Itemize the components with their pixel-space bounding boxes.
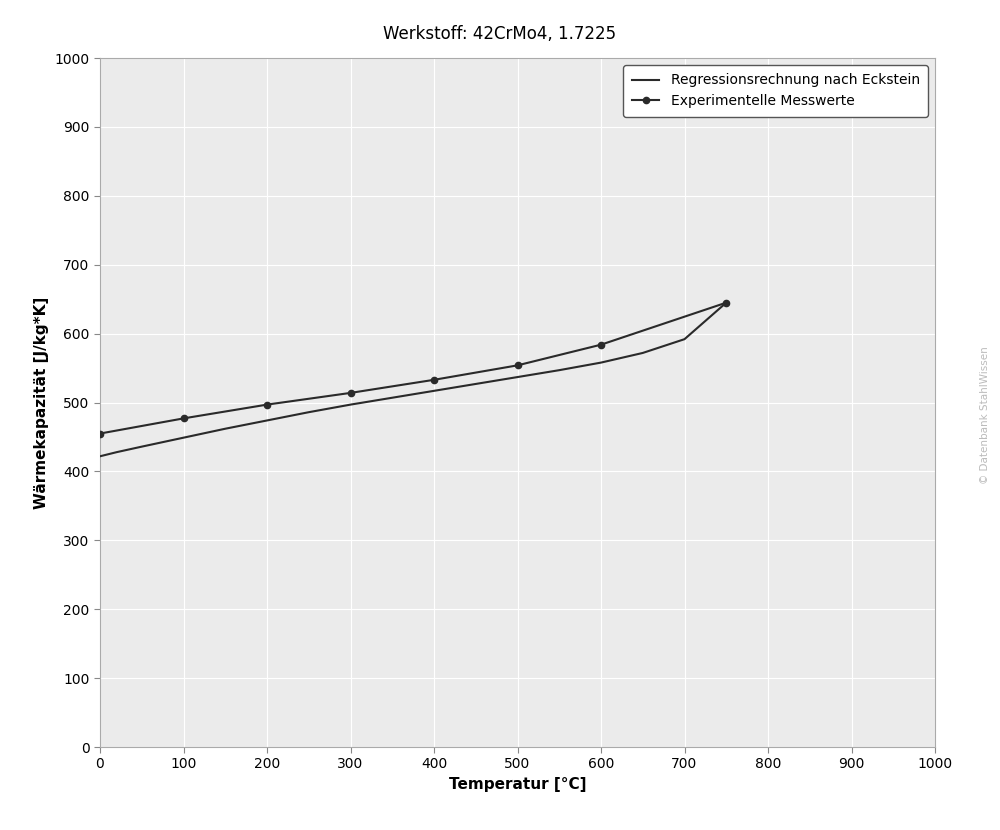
Regressionsrechnung nach Eckstein: [111, 447, 123, 457]
Regressionsrechnung nach Eckstein: [470, 379, 482, 389]
Line: Experimentelle Messwerte: Experimentelle Messwerte: [97, 300, 729, 437]
Text: © Datenbank StahlWissen: © Datenbank StahlWissen: [980, 346, 990, 484]
Experimentelle Messwerte: [94, 428, 106, 438]
Regressionsrechnung nach Eckstein: [136, 442, 148, 452]
Regressionsrechnung nach Eckstein: [720, 298, 732, 308]
Experimentelle Messwerte: [261, 399, 273, 409]
Experimentelle Messwerte: [428, 375, 440, 385]
Regressionsrechnung nach Eckstein: [386, 393, 398, 403]
Line: Regressionsrechnung nach Eckstein: Regressionsrechnung nach Eckstein: [100, 303, 726, 456]
Regressionsrechnung nach Eckstein: [219, 424, 231, 434]
Regressionsrechnung nach Eckstein: [261, 416, 273, 426]
X-axis label: Temperatur [°C]: Temperatur [°C]: [449, 777, 586, 792]
Regressionsrechnung nach Eckstein: [428, 386, 440, 396]
Experimentelle Messwerte: [511, 360, 524, 370]
Text: Werkstoff: 42CrMo4, 1.7225: Werkstoff: 42CrMo4, 1.7225: [383, 25, 617, 43]
Experimentelle Messwerte: [720, 298, 732, 308]
Experimentelle Messwerte: [178, 413, 190, 423]
Regressionsrechnung nach Eckstein: [553, 365, 565, 375]
Regressionsrechnung nach Eckstein: [303, 408, 315, 417]
Regressionsrechnung nach Eckstein: [637, 348, 649, 358]
Y-axis label: Wärmekapazität [J/kg*K]: Wärmekapazität [J/kg*K]: [34, 296, 49, 509]
Experimentelle Messwerte: [595, 339, 607, 349]
Experimentelle Messwerte: [344, 388, 357, 398]
Regressionsrechnung nach Eckstein: [344, 399, 357, 409]
Regressionsrechnung nach Eckstein: [178, 432, 190, 442]
Regressionsrechnung nach Eckstein: [595, 358, 607, 368]
Legend: Regressionsrechnung nach Eckstein, Experimentelle Messwerte: Regressionsrechnung nach Eckstein, Exper…: [623, 65, 928, 117]
Regressionsrechnung nach Eckstein: [511, 372, 524, 382]
Regressionsrechnung nach Eckstein: [94, 452, 106, 461]
Regressionsrechnung nach Eckstein: [678, 334, 690, 344]
